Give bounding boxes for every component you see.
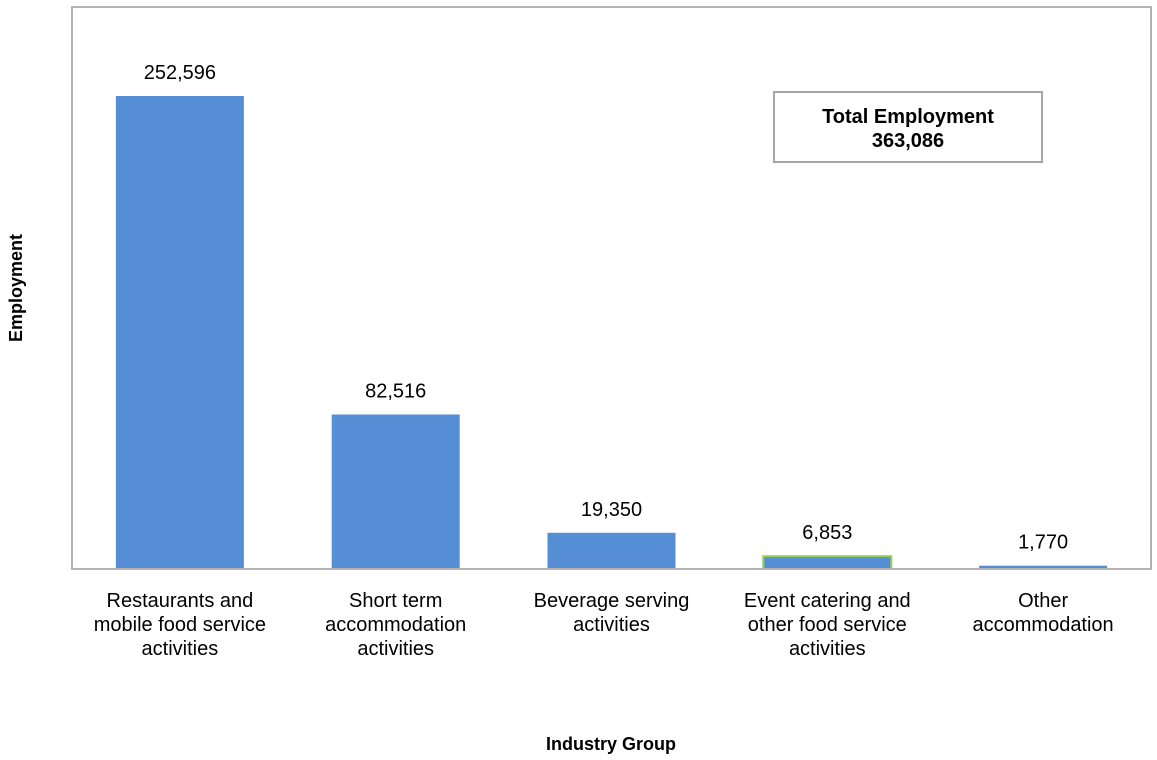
annotation-box [773,91,1043,163]
bar-1 [331,414,460,569]
category-label-line: Short term [349,590,442,612]
category-label-line: Beverage serving [534,590,690,612]
category-label-1: Short term accommodation activities [325,590,466,660]
data-label-2: 19,350 [581,499,642,521]
category-label-line: Restaurants and [107,590,254,612]
annotation-line-2: 363,086 [872,130,944,152]
data-label-1: 82,516 [365,381,426,403]
category-label-2: Beverage serving activities [534,590,690,636]
bar-0 [115,96,244,569]
data-labels-group: 252,596 82,516 19,350 6,853 1,770 [144,62,1068,554]
bars-group [115,96,1108,571]
category-label-line: activities [573,614,650,636]
category-label-line: accommodation [973,614,1114,636]
category-label-0: Restaurants and mobile food service activi… [94,590,266,660]
data-label-3: 6,853 [802,522,852,544]
x-axis-title: Industry Group [546,734,676,754]
category-label-line: Event catering and [744,590,911,612]
category-label-line: accommodation [325,614,466,636]
category-label-line: activities [357,638,434,660]
category-label-line: Other [1018,590,1068,612]
total-employment-annotation: Total Employment 363,086 [773,91,1043,163]
category-label-4: Other accommodation [973,590,1114,636]
bar-2 [547,532,676,569]
bar-4 [979,565,1108,569]
data-label-4: 1,770 [1018,532,1068,554]
category-label-line: mobile food service [94,614,266,636]
data-label-0: 252,596 [144,62,216,84]
category-label-line: other food service [748,614,907,636]
category-labels-group: Restaurants and mobile food service activi… [94,590,1114,660]
category-label-line: activities [142,638,219,660]
bar-3 [762,555,893,571]
y-axis-title: Employment [6,234,26,342]
category-label-3: Event catering and other food service acti… [744,590,911,660]
annotation-line-1: Total Employment [822,106,994,128]
category-label-line: activities [789,638,866,660]
